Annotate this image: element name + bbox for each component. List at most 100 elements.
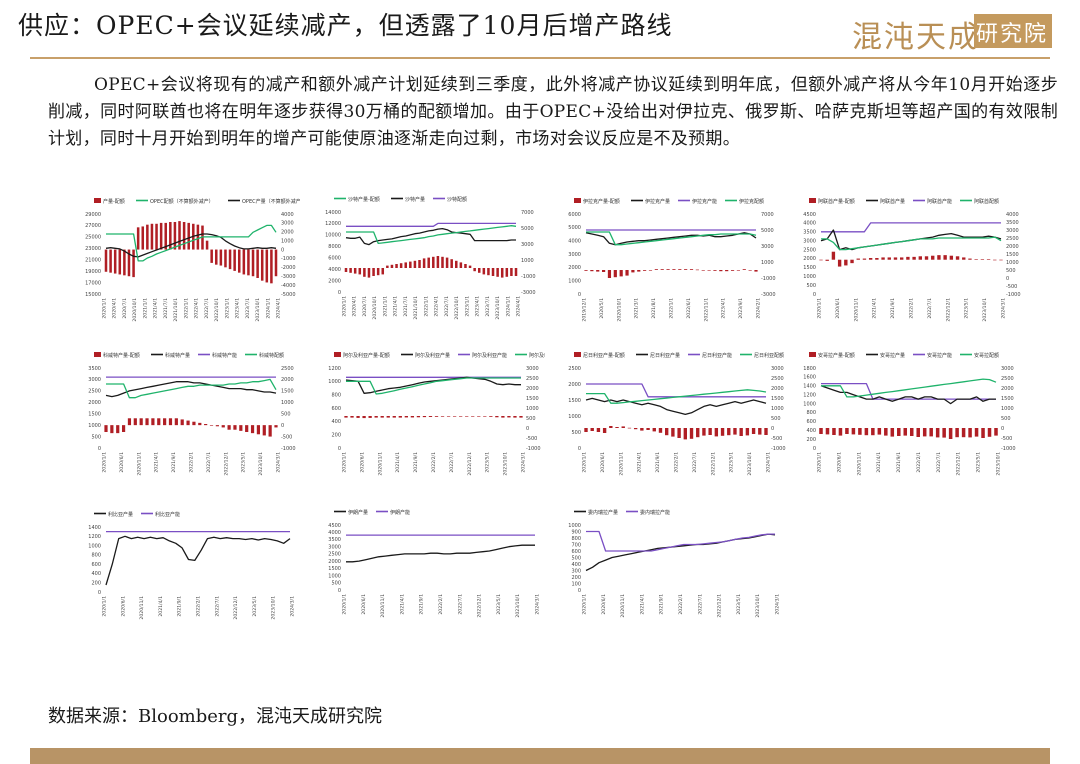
bar bbox=[727, 428, 731, 436]
bar bbox=[270, 249, 273, 284]
y2-tick-label: 2500 bbox=[526, 376, 539, 382]
legend-label: 安哥拉产能 bbox=[927, 352, 952, 359]
y-tick-label: 1200 bbox=[328, 366, 341, 372]
bar bbox=[210, 249, 213, 263]
y2-tick-label: 2000 bbox=[1001, 386, 1014, 392]
legend-label: 伊拉克配额 bbox=[739, 198, 764, 205]
y2-tick-label: 1500 bbox=[1001, 396, 1014, 402]
y-tick-label: 1000 bbox=[328, 573, 341, 579]
bar bbox=[962, 257, 966, 260]
bar bbox=[386, 416, 390, 418]
bar bbox=[510, 268, 513, 276]
x-tick-label: 2020/11/1 bbox=[618, 452, 624, 476]
legend-label: 伊拉克产量-配额 bbox=[583, 198, 620, 205]
series-line bbox=[586, 389, 767, 404]
bar bbox=[890, 428, 895, 437]
bar bbox=[196, 224, 200, 250]
x-tick-label: 2021/4/1 bbox=[872, 298, 878, 319]
y-tick-label: 6000 bbox=[328, 256, 341, 262]
y2-tick-label: 4000 bbox=[1006, 212, 1019, 218]
bar bbox=[159, 222, 163, 250]
legend-swatch bbox=[809, 352, 816, 357]
y-tick-label: 600 bbox=[91, 562, 101, 568]
bar bbox=[640, 428, 644, 431]
y2-tick-label: 2000 bbox=[526, 386, 539, 392]
x-tick-label: 2020/10/1 bbox=[372, 296, 378, 320]
x-tick-label: 2022/1/1 bbox=[669, 298, 675, 319]
y2-tick-label: 500 bbox=[526, 416, 536, 422]
legend-label: 利比亚产能 bbox=[155, 511, 180, 518]
y-tick-label: 400 bbox=[806, 428, 816, 434]
bar bbox=[912, 256, 916, 260]
bar bbox=[507, 416, 511, 418]
x-tick-label: 2020/6/1 bbox=[601, 594, 607, 615]
bar bbox=[825, 259, 829, 261]
y-tick-label: 1000 bbox=[568, 523, 581, 529]
x-tick-label: 2022/12/1 bbox=[956, 452, 962, 476]
bar bbox=[434, 416, 439, 417]
bar bbox=[150, 223, 154, 250]
y2-tick-label: 1000 bbox=[1006, 260, 1019, 266]
bar bbox=[887, 257, 891, 260]
y-tick-label: 3500 bbox=[328, 537, 341, 543]
logo-box bbox=[974, 14, 1052, 48]
x-tick-label: 2024/3/1 bbox=[766, 452, 772, 473]
series-line bbox=[346, 544, 535, 563]
bar bbox=[730, 270, 735, 271]
y2-tick-label: 1000 bbox=[526, 406, 539, 412]
x-tick-label: 2020/6/1 bbox=[600, 452, 606, 473]
bar bbox=[514, 268, 518, 276]
x-tick-label: 2022/1/1 bbox=[423, 296, 429, 317]
bar bbox=[256, 425, 261, 435]
x-tick-label: 2023/5/1 bbox=[252, 596, 258, 617]
x-tick-label: 2020/6/1 bbox=[836, 452, 842, 473]
x-tick-label: 2022/2/1 bbox=[678, 594, 684, 615]
x-tick-label: 2021/4/1 bbox=[393, 296, 399, 317]
y2-tick-label: 5000 bbox=[761, 228, 774, 234]
chart-svg-iraq: 伊拉克产量-配额 伊拉克产量 伊拉克产能 伊拉克配额 6000 5000 4000 3000 2… bbox=[568, 198, 776, 322]
y-tick-label: 1500 bbox=[328, 566, 341, 572]
bar bbox=[242, 249, 246, 275]
x-tick-label: 2023/5/1 bbox=[241, 452, 247, 473]
bar bbox=[392, 416, 396, 418]
bar bbox=[113, 249, 117, 274]
x-tick-label: 2023/10/1 bbox=[982, 298, 988, 322]
chart-libya: 利比亚产量 利比亚产能 1400 1200 1000 800 600 400 200 0 2020/… bbox=[80, 505, 300, 630]
legend-label: 尼日利亚产能 bbox=[702, 352, 732, 359]
x-tick-label: 2023/10/1 bbox=[495, 296, 501, 320]
y-tick-label: 1600 bbox=[803, 375, 816, 381]
bar bbox=[764, 428, 768, 435]
chart-venezuela: 委内瑞拉产量 委内瑞拉产能 1000 900 800 700 600 500 400 300 200… bbox=[560, 503, 785, 628]
x-tick-label: 2022/2/1 bbox=[909, 298, 915, 319]
legend-label: 沙特配额 bbox=[447, 196, 467, 203]
bar bbox=[256, 249, 259, 278]
series-line bbox=[105, 535, 291, 586]
bar bbox=[376, 268, 380, 276]
bar bbox=[495, 416, 499, 418]
bar bbox=[245, 425, 249, 432]
bar bbox=[999, 259, 1003, 261]
chart-svg-opec-total: 产量-配额 OPEC配额（不算额外减产） OPEC产量（不算额外减产） 29000 27… bbox=[85, 198, 300, 322]
x-tick-label: 2024/3/1 bbox=[276, 452, 282, 473]
bar bbox=[496, 268, 499, 277]
bar bbox=[215, 425, 219, 427]
bar bbox=[884, 428, 888, 436]
x-tick-label: 2021/10/1 bbox=[173, 298, 179, 322]
x-tick-label: 2022/7/1 bbox=[204, 298, 210, 319]
y2-tick-label: 7000 bbox=[521, 210, 534, 216]
x-tick-label: 2024/3/1 bbox=[1001, 298, 1007, 319]
bar bbox=[708, 428, 712, 435]
bar bbox=[948, 428, 953, 439]
bar bbox=[427, 257, 430, 268]
chart-svg-venezuela: 委内瑞拉产量 委内瑞拉产能1000900800700600500400300200… bbox=[568, 509, 780, 618]
y-tick-label: 12000 bbox=[325, 221, 341, 227]
series-line bbox=[105, 381, 277, 398]
y-tick-label: 3500 bbox=[88, 366, 101, 372]
bar bbox=[631, 270, 635, 273]
bar bbox=[602, 428, 607, 433]
x-tick-label: 2023/7/1 bbox=[245, 298, 251, 319]
y-tick-label: 500 bbox=[806, 283, 816, 289]
y-tick-label: 1000 bbox=[88, 543, 101, 549]
x-tick-label: 2020/6/1 bbox=[119, 452, 125, 473]
bar bbox=[155, 223, 158, 250]
